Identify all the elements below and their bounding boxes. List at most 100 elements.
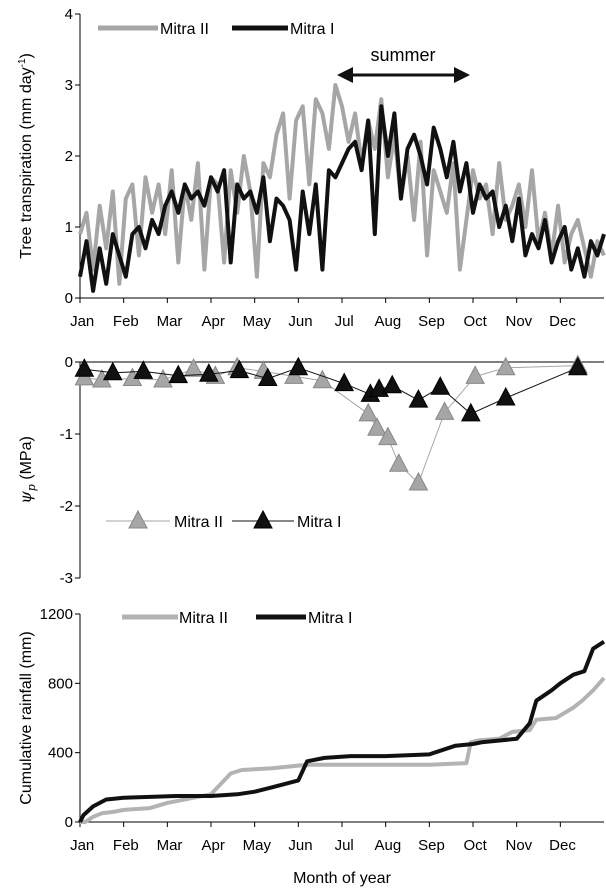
y-tick-label: -3 — [60, 570, 73, 587]
p2-series — [74, 354, 588, 491]
series-line-mitra-ii — [80, 676, 606, 824]
y-tick-label: -1 — [60, 426, 73, 443]
data-point-mitra-ii — [408, 471, 429, 491]
data-point-mitra-i — [102, 361, 123, 381]
x-tick-label: Mar — [157, 313, 183, 330]
data-point-mitra-ii — [378, 426, 398, 446]
data-point-mitra-i — [74, 358, 95, 377]
p1-x-ticks: Jan Feb Mar Apr May Jun Jul Aug Sep Oct Nov Dec — [70, 298, 576, 330]
data-point-mitra-i — [257, 367, 278, 387]
x-tick-label: May — [243, 313, 272, 330]
x-tick-label: Jan — [70, 837, 94, 854]
p1-legend: Mitra II Mitra I — [98, 21, 334, 38]
y-tick-label: 3 — [65, 77, 73, 94]
p1-series — [78, 83, 606, 293]
x-tick-label: May — [243, 837, 272, 854]
x-tick-label: Jun — [288, 837, 312, 854]
data-point-mitra-ii — [153, 368, 173, 388]
series-line-mitra-ii — [78, 83, 606, 286]
data-point-mitra-i — [229, 359, 250, 379]
p2-y-unit: (MPa) — [18, 436, 35, 484]
p3-x-ticks: Jan Feb Mar Apr May Jun Jul Aug Sep Oct Nov Dec — [70, 822, 576, 854]
series-line-mitra-i — [78, 104, 606, 293]
x-tick-label: Mar — [157, 837, 183, 854]
data-point-mitra-i — [382, 374, 403, 394]
legend3-mitra1-label: Mitra I — [308, 610, 352, 627]
x-tick-label: Apr — [202, 313, 225, 330]
svg-text:ψp (MPa): ψp (MPa) — [16, 436, 38, 504]
data-point-mitra-ii — [388, 453, 409, 472]
y-tick-label: 1200 — [40, 606, 73, 623]
summer-annotation: summer — [337, 45, 470, 83]
y-tick-label: -2 — [60, 498, 73, 515]
x-tick-label: Jun — [288, 313, 312, 330]
data-point-mitra-i — [408, 389, 429, 408]
y-tick-label: 800 — [48, 675, 73, 692]
psi-symbol: ψ — [16, 491, 35, 504]
data-point-mitra-i — [168, 364, 189, 384]
summer-arrow-left-head — [337, 67, 353, 83]
x-tick-label: Nov — [506, 313, 533, 330]
x-tick-label: Sep — [418, 837, 445, 854]
data-point-mitra-ii — [434, 401, 455, 420]
summer-arrow-right-head — [454, 67, 470, 83]
x-tick-label: Jan — [70, 313, 94, 330]
panel-water-potential: 0 -1 -2 -3 ψp (MPa) Mitra II Mitra I — [16, 354, 604, 587]
legend2-mitra2-marker — [128, 509, 148, 529]
x-tick-label: Jul — [335, 313, 354, 330]
data-point-mitra-i — [334, 372, 355, 392]
data-point-mitra-ii — [465, 365, 486, 384]
y-tick-label: 2 — [65, 148, 73, 165]
p3-series — [78, 640, 606, 824]
legend3-mitra2-label: Mitra II — [179, 610, 228, 627]
p2-legend: Mitra II Mitra I — [106, 509, 341, 531]
panel-rainfall: 0 400 800 1200 Jan Feb Mar Apr May Jun Jul Aug Sep O… — [18, 606, 606, 887]
x-tick-label: Nov — [506, 837, 533, 854]
x-tick-label: Jul — [335, 837, 354, 854]
legend2-mitra2-label: Mitra II — [174, 514, 223, 531]
psi-subscript: p — [25, 484, 38, 491]
series-line-mitra-i — [78, 640, 606, 823]
data-point-mitra-ii — [183, 358, 204, 377]
data-point-mitra-i — [430, 376, 451, 395]
data-point-mitra-ii — [358, 402, 379, 422]
y-tick-label: 1 — [65, 219, 73, 236]
y-tick-label: 0 — [65, 354, 73, 371]
p2-y-ticks: 0 -1 -2 -3 — [60, 354, 80, 587]
legend-mitra2-label: Mitra II — [160, 21, 209, 38]
y-tick-label: 0 — [65, 290, 73, 307]
x-axis-title: Month of year — [293, 870, 392, 887]
y-tick-label: 0 — [65, 814, 73, 831]
x-tick-label: Sep — [418, 313, 445, 330]
data-point-mitra-i — [495, 386, 516, 406]
x-tick-label: Aug — [374, 837, 401, 854]
p1-y-label: Tree transpiration (mm day-1) — [17, 53, 35, 259]
p3-y-ticks: 0 400 800 1200 — [40, 606, 80, 831]
legend2-mitra1-label: Mitra I — [297, 514, 341, 531]
y-tick-label: 400 — [48, 745, 73, 762]
y-tick-label: 4 — [65, 6, 73, 23]
legend-mitra1-label: Mitra I — [290, 21, 334, 38]
x-tick-label: Dec — [549, 837, 576, 854]
x-tick-label: Apr — [202, 837, 225, 854]
x-tick-label: Dec — [549, 313, 576, 330]
data-point-mitra-i — [567, 356, 588, 376]
data-point-mitra-i — [460, 402, 481, 422]
p3-y-label: Cumulative rainfall (mm) — [18, 631, 35, 804]
x-tick-label: Oct — [464, 313, 488, 330]
data-point-mitra-ii — [367, 417, 387, 436]
p1-y-ticks: 0 1 2 3 4 — [65, 6, 80, 307]
x-tick-label: Feb — [113, 313, 139, 330]
x-tick-label: Aug — [374, 313, 401, 330]
legend2-mitra1-marker — [253, 509, 273, 529]
p3-legend: Mitra II Mitra I — [122, 610, 352, 627]
p2-y-label: ψp (MPa) — [16, 436, 38, 504]
x-tick-label: Oct — [464, 837, 488, 854]
data-point-mitra-i — [198, 363, 219, 382]
data-point-mitra-ii — [312, 369, 333, 389]
data-point-mitra-i — [133, 360, 154, 379]
x-tick-label: Feb — [113, 837, 139, 854]
data-point-mitra-ii — [495, 356, 516, 376]
panel-transpiration: 0 1 2 3 4 Jan Feb Mar Apr May Jun Jul Aug Sep Oct Nov D… — [17, 6, 606, 330]
